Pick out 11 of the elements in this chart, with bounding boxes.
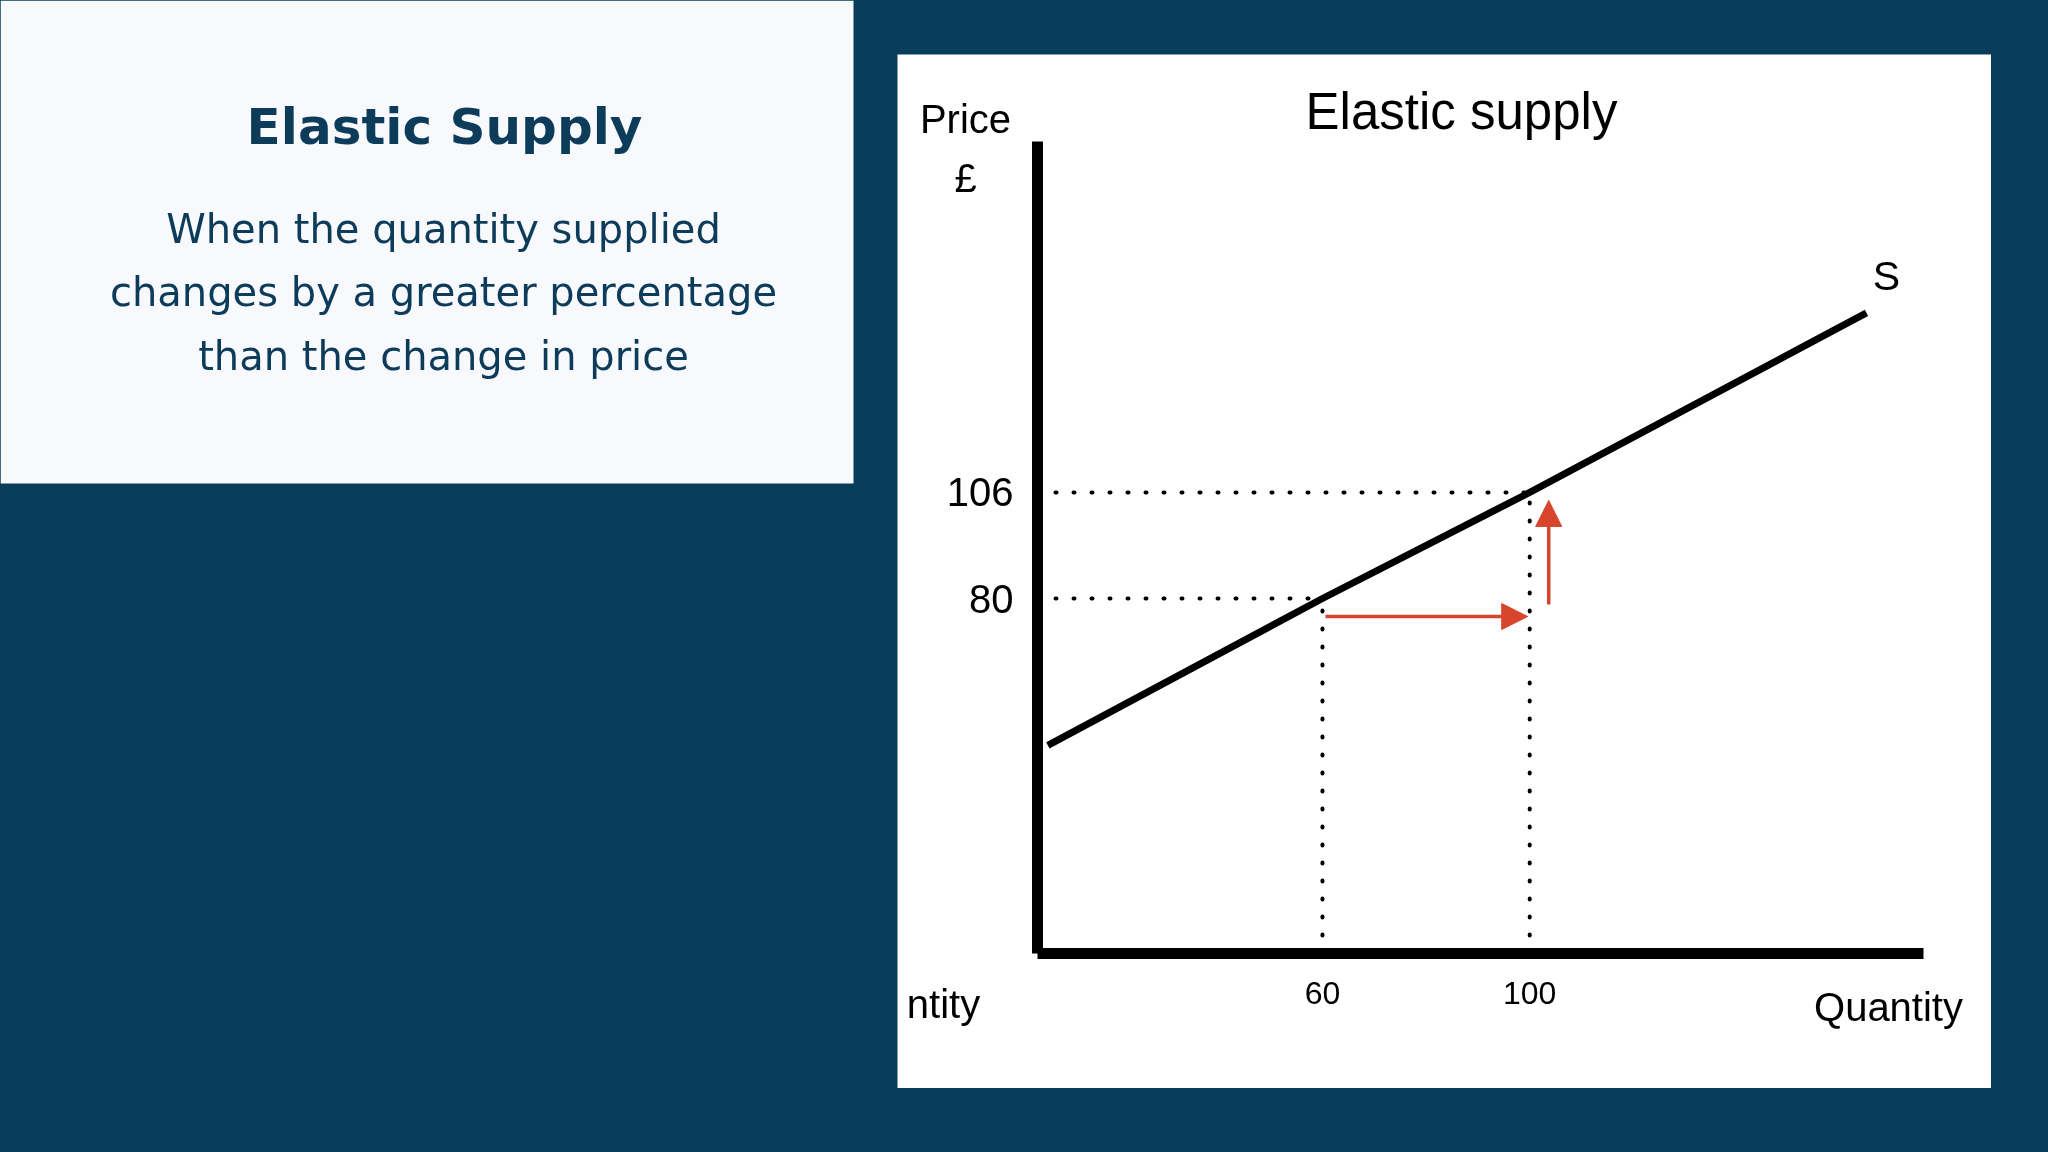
x-tick-label: 100	[1503, 974, 1557, 1011]
y-tick-label: 106	[946, 470, 1014, 515]
series-label: S	[1872, 252, 1901, 299]
x-tick-label: 60	[1304, 974, 1341, 1011]
y-tick-label: 80	[969, 576, 1014, 621]
text: ntity	[906, 981, 981, 1026]
chart-title: Elastic supply	[1305, 83, 1618, 140]
x-axis-title: Quantity	[1814, 984, 1963, 1029]
text: When the quantity supplied changes by a greater percentage than the change in price	[109, 205, 778, 379]
text: Elastic Supply	[246, 97, 643, 156]
y-axis-title: Price £	[919, 96, 1012, 200]
